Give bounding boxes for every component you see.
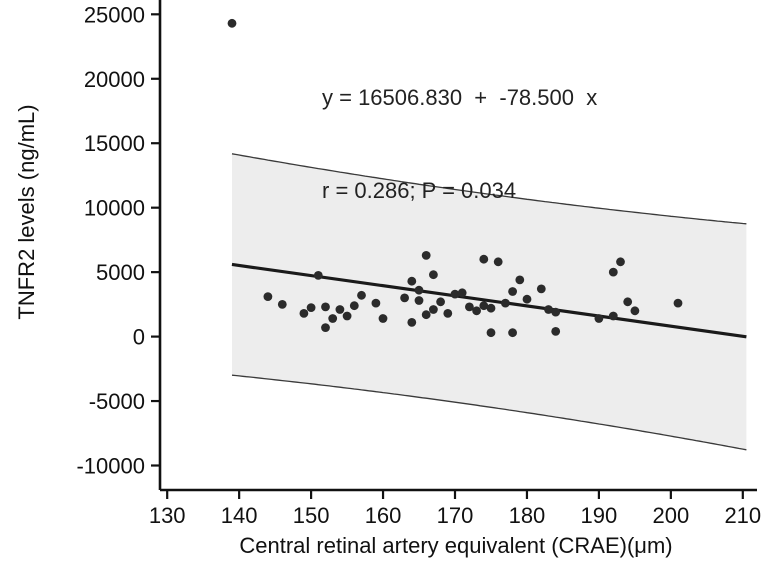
data-point: [508, 287, 517, 296]
confidence-band-upper-edge: [231, 153, 747, 225]
data-point: [493, 257, 503, 267]
equation-text: y = 16506.830 + -78.500 x: [322, 85, 598, 110]
axes: -10000 -5000 0 5000 10000 15000 20000 25000 130 1…: [76, 0, 761, 528]
data-point: [544, 305, 553, 314]
data-point: [443, 309, 453, 318]
data-point: [465, 302, 474, 312]
data-point: [378, 314, 388, 323]
data-point: [630, 306, 640, 316]
data-point: [479, 301, 489, 311]
data-point: [436, 297, 445, 307]
data-point: [227, 18, 237, 28]
data-point: [486, 303, 496, 313]
data-point: [421, 310, 431, 320]
data-point: [515, 275, 525, 285]
x-tick-label: 210: [724, 503, 761, 528]
data-point: [623, 297, 633, 307]
data-point: [371, 298, 381, 308]
confidence-band-lower-edge: [231, 374, 747, 451]
scatter-points: [227, 18, 683, 338]
data-point: [479, 254, 489, 264]
data-point: [429, 305, 438, 314]
data-point: [457, 288, 467, 298]
y-tick-label: 25000: [84, 2, 145, 27]
data-point: [536, 284, 546, 294]
x-tick-label: 150: [293, 503, 330, 528]
y-tick-label: -5000: [89, 389, 145, 414]
data-point: [608, 267, 618, 277]
data-point: [608, 311, 618, 321]
data-point: [342, 311, 352, 321]
data-point: [421, 251, 431, 260]
data-point: [551, 327, 561, 336]
x-tick-label: 180: [509, 503, 546, 528]
y-tick-label: 20000: [84, 67, 145, 92]
y-tick-label: -10000: [76, 454, 145, 479]
data-point: [263, 292, 273, 301]
data-point: [414, 296, 424, 305]
x-tick-label: 200: [652, 503, 689, 528]
x-tick-label: 190: [581, 503, 618, 528]
data-point: [306, 303, 316, 312]
x-axis-title: Central retinal artery equivalent (CRAE)…: [239, 533, 673, 558]
data-point: [501, 298, 510, 308]
data-point: [407, 318, 417, 327]
x-tick-label: 130: [149, 503, 186, 528]
data-point: [522, 294, 532, 304]
data-point: [357, 290, 366, 300]
data-point: [508, 328, 517, 338]
data-point: [321, 323, 330, 332]
x-tick-label: 170: [437, 503, 474, 528]
data-point: [407, 276, 417, 286]
data-point: [400, 293, 409, 303]
x-tick-label: 140: [221, 503, 258, 528]
data-point: [313, 271, 323, 280]
data-point: [328, 314, 338, 323]
data-point: [299, 309, 309, 318]
data-point: [616, 257, 625, 267]
data-point: [429, 270, 438, 280]
stats-text: r = 0.286; P = 0.034: [322, 178, 517, 203]
data-point: [321, 302, 330, 312]
data-point: [450, 289, 460, 299]
y-tick-label: 15000: [84, 131, 145, 156]
y-tick-label: 0: [133, 325, 145, 350]
data-point: [486, 328, 496, 338]
regression-annotation: y = 16506.830 + -78.500 x r = 0.286; P =…: [322, 20, 597, 268]
data-point: [277, 300, 287, 309]
data-point: [335, 305, 345, 314]
data-point: [414, 285, 424, 295]
x-tick-label: 160: [365, 503, 402, 528]
y-tick-label: 5000: [96, 260, 145, 285]
y-tick-label: 10000: [84, 196, 145, 221]
data-point: [551, 307, 561, 317]
data-point: [349, 301, 359, 311]
y-axis-title: TNFR2 levels (ng/mL): [14, 104, 39, 320]
data-point: [472, 306, 481, 316]
data-point: [673, 298, 683, 308]
data-point: [594, 314, 604, 323]
